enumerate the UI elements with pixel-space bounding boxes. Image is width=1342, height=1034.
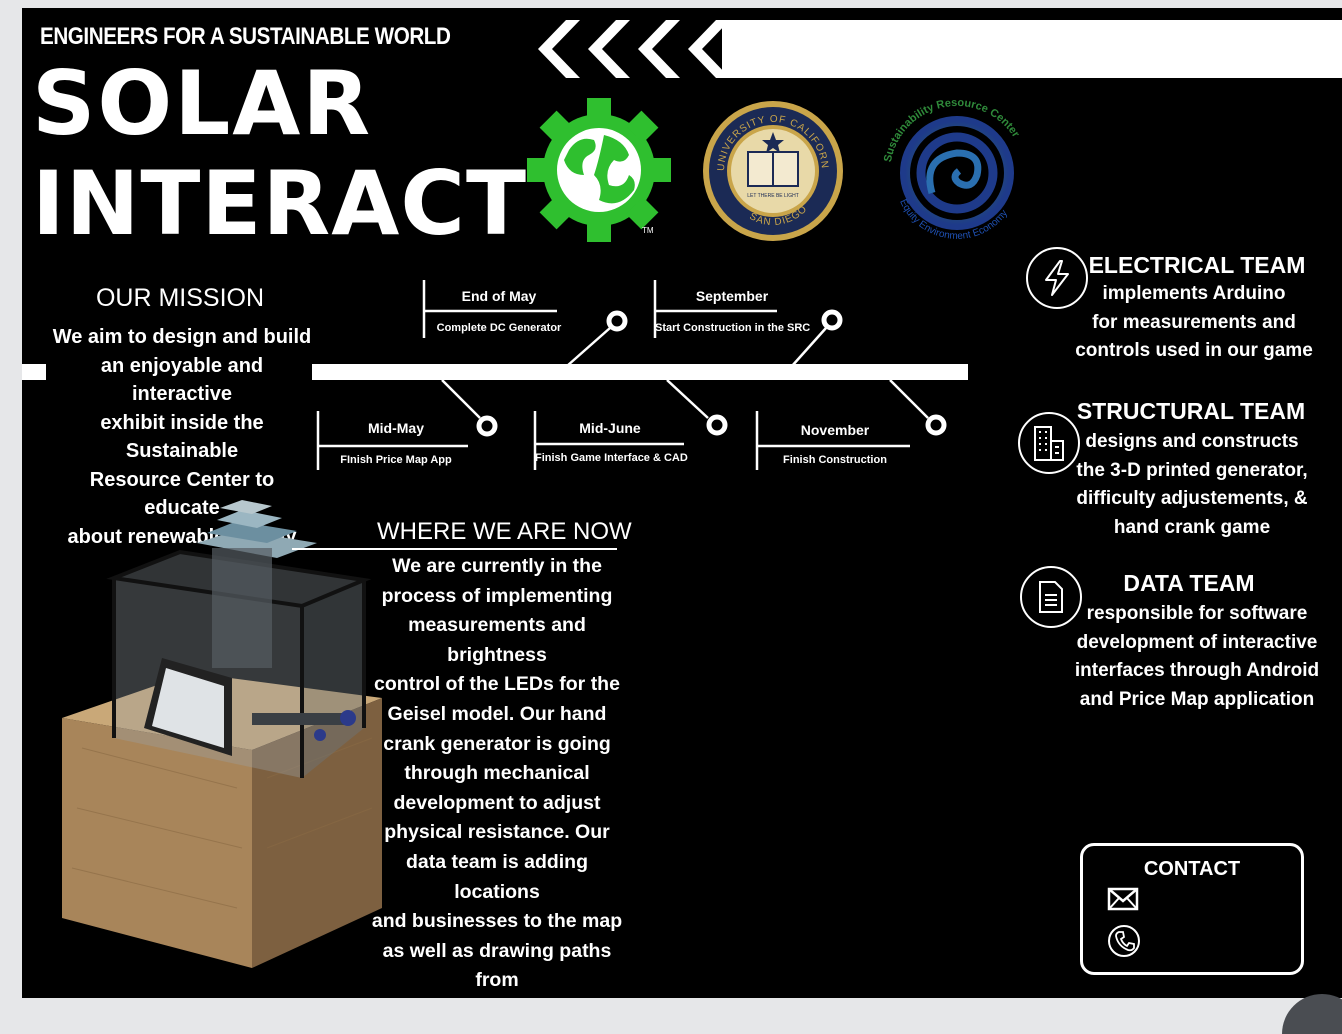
contact-title: CONTACT — [1143, 858, 1241, 880]
mission-line: exhibit inside the Sustainable — [100, 411, 264, 463]
esw-gear-logo: TM — [527, 98, 671, 242]
milestone-date: September — [695, 288, 769, 304]
timeline-node — [606, 310, 628, 332]
timeline-node — [821, 309, 843, 331]
status-line: development to adjust — [393, 791, 601, 814]
timeline-node — [476, 415, 498, 437]
electrical-team-title: ELECTRICAL TEAM — [1088, 252, 1306, 278]
chevron-arrows-icon — [538, 20, 730, 78]
status-line: current to desired points. — [367, 996, 627, 998]
status-line: We are currently in the — [392, 555, 602, 577]
timeline-node — [706, 414, 728, 436]
electrical-team-desc: implements Arduino for measurements and … — [1074, 280, 1314, 366]
team-desc-line: difficulty adjustements, & — [1076, 488, 1308, 509]
header-stripe — [722, 20, 1342, 78]
structural-team-desc: designs and constructs the 3-D printed g… — [1070, 428, 1314, 542]
status-line: control of the LEDs for the — [374, 673, 620, 696]
status-text: We are currently in the process of imple… — [367, 552, 627, 998]
team-desc-line: controls used in our game — [1075, 340, 1313, 361]
window-corner-button[interactable] — [1282, 994, 1342, 1034]
now-title-leader-line — [292, 548, 617, 550]
team-desc-line: interfaces through Android — [1074, 660, 1320, 681]
team-desc-line: development of interactive — [1076, 631, 1318, 653]
milestone-date: Mid-May — [368, 420, 424, 436]
mission-line: an enjoyable and interactive — [100, 354, 264, 406]
team-desc-line: responsible for software — [1086, 603, 1308, 624]
header-subtitle: ENGINEERS FOR A SUSTAINABLE WORLD — [40, 23, 451, 50]
timeline-bar-stub — [22, 364, 46, 380]
timeline-bar — [312, 364, 968, 380]
title-line-2: INTERACT — [32, 152, 528, 255]
team-desc-line: and Price Map application — [1079, 688, 1315, 710]
esw-trademark: TM — [642, 226, 654, 235]
mission-title: OUR MISSION — [95, 284, 265, 312]
mission-line: Resource Center to educate — [89, 468, 275, 520]
status-line: measurements and brightness — [408, 614, 586, 666]
data-team-desc: responsible for software development of … — [1074, 600, 1320, 714]
milestone-task: Start Construction in the SRC — [655, 322, 811, 334]
milestone-task: FInish Price Map App — [340, 454, 452, 466]
poster: ENGINEERS FOR A SUSTAINABLE WORLD SOLAR … — [22, 8, 1342, 998]
sustainability-resource-center-logo: Sustainability Resource Center Equity En… — [882, 97, 1022, 242]
status-line: and businesses to the map — [371, 910, 623, 933]
mission-line: We aim to design and build — [52, 326, 312, 348]
ucsd-seal-logo: UNIVERSITY OF CALIFORNIA SAN DIEGO LET T… — [702, 100, 843, 241]
status-line: data team is adding locations — [405, 850, 589, 903]
team-desc-line: designs and constructs — [1085, 431, 1299, 452]
team-desc-line: implements Arduino — [1102, 283, 1286, 304]
building-icon — [1018, 412, 1080, 474]
mail-icon[interactable] — [1107, 886, 1139, 912]
status-line: process of implementing — [381, 584, 613, 607]
status-line: as well as drawing paths from — [382, 939, 612, 992]
status-line: crank generator is going — [383, 732, 611, 755]
ucsd-motto: LET THERE BE LIGHT — [747, 193, 799, 199]
phone-icon[interactable] — [1107, 924, 1141, 958]
milestone-task: Complete DC Generator — [436, 322, 562, 334]
data-team-title: DATA TEAM — [1123, 570, 1255, 596]
milestone-date: November — [800, 422, 870, 438]
exhibit-3d-render — [62, 500, 382, 968]
milestone-task: Finish Game Interface & CAD — [535, 452, 688, 464]
title-line-1: SOLAR — [32, 52, 373, 155]
document-icon — [1020, 566, 1082, 628]
structural-team-title: STRUCTURAL TEAM — [1076, 398, 1306, 424]
team-desc-line: for measurements and — [1092, 311, 1296, 333]
milestone-date: End of May — [461, 288, 537, 304]
status-title: WHERE WE ARE NOW — [377, 518, 632, 545]
status-line: Geisel model. Our hand — [387, 702, 607, 725]
status-line: through mechanical — [404, 762, 590, 785]
lightning-icon — [1026, 247, 1088, 309]
status-line: physical resistance. Our — [384, 821, 610, 844]
milestone-task: Finish Construction — [783, 454, 887, 466]
contact-box: CONTACT — [1080, 843, 1304, 975]
milestone-date: Mid-June — [579, 420, 641, 436]
timeline-node — [925, 414, 947, 436]
team-desc-line: the 3-D printed generator, — [1076, 459, 1308, 481]
team-desc-line: hand crank game — [1113, 516, 1271, 538]
